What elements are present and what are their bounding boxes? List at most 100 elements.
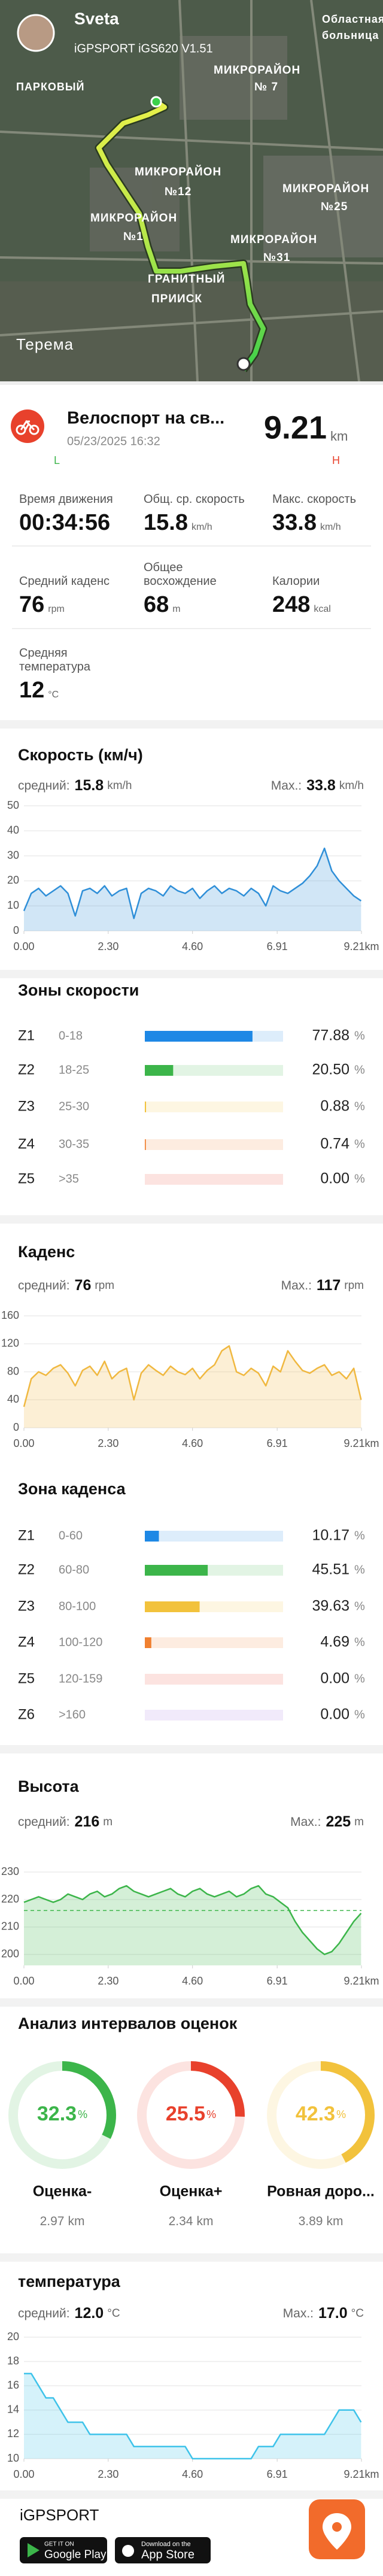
stat: Общее восхождение 68 m — [144, 555, 254, 618]
activity-distance: 9.21 — [264, 409, 327, 445]
max-unit: m — [354, 1816, 364, 1828]
badge-small: GET IT ON — [44, 2541, 74, 2548]
stat: Средний каденс 76 rpm — [19, 555, 130, 618]
section-gap — [0, 720, 383, 729]
section-title: температура — [18, 2272, 121, 2290]
google-play-badge[interactable] — [20, 2537, 107, 2563]
zone-range: >160 — [59, 1708, 86, 1721]
donut-value: 32.3 — [37, 2102, 77, 2125]
map-label: №31 — [263, 251, 290, 264]
map-label: ПАРКОВЫЙ — [16, 80, 85, 93]
average-unit: rpm — [95, 1279, 114, 1292]
average-label: средний: — [18, 1279, 70, 1292]
zone-name: Z5 — [18, 1670, 35, 1686]
zone-track — [145, 1710, 283, 1721]
section-gap — [0, 970, 383, 978]
activity-date: 05/23/2025 16:32 — [67, 435, 160, 448]
distance-value: 2.34 — [169, 2214, 193, 2228]
stat: Макс. скорость 33.8 km/h — [272, 473, 383, 536]
zone-unit: % — [354, 1672, 365, 1685]
x-tick-label: 4.60 — [182, 940, 203, 952]
stat-unit: km/h — [191, 522, 212, 532]
zone-track — [145, 1174, 283, 1185]
zone-name: Z3 — [18, 1598, 35, 1614]
section-title: Скорость (км/ч) — [18, 746, 143, 764]
average-row: средний: 76 rpm — [18, 1277, 114, 1294]
x-tick-label: 4.60 — [182, 2468, 203, 2480]
zone-name: Z5 — [18, 1170, 35, 1187]
zone-bar — [145, 1139, 146, 1150]
section-gap — [0, 1745, 383, 1753]
zone-name: Z4 — [18, 1634, 35, 1650]
zone-value: 0.00 — [320, 1170, 349, 1187]
avatar[interactable] — [17, 14, 55, 52]
zone-track — [145, 1102, 283, 1112]
average-row: средний: 15.8 km/h — [18, 777, 132, 794]
average-unit: m — [103, 1816, 113, 1828]
distance-unit: km — [68, 2214, 84, 2228]
app-store-badge[interactable] — [115, 2537, 211, 2563]
map-label: №1 — [123, 230, 144, 243]
zone-range: 120-159 — [59, 1672, 102, 1685]
max-row: Max.: 117 rpm — [281, 1277, 364, 1294]
zone-track — [145, 1531, 283, 1542]
zone-bar — [145, 1102, 147, 1112]
x-tick-label: 0.00 — [13, 1975, 34, 1987]
play-icon — [28, 2543, 39, 2557]
map-label: МИКРОРАЙОН — [90, 211, 177, 224]
donut-label: 42.3% — [296, 2102, 346, 2125]
zone-bar — [145, 1531, 159, 1542]
map-label: МИКРОРАЙОН — [135, 165, 221, 178]
zone-value: 10.17 — [312, 1527, 349, 1544]
map-label: №25 — [321, 201, 348, 213]
brand: iGPSPORT — [20, 2506, 99, 2524]
x-tick-label: 0.00 — [13, 2468, 34, 2480]
zone-value: 77.88 — [312, 1027, 349, 1044]
zone-unit: % — [354, 1529, 365, 1542]
x-tick-label: 9.21km — [344, 1437, 379, 1449]
zone-name: Z1 — [18, 1027, 35, 1043]
zone-track — [145, 1637, 283, 1648]
y-tick-label: 12 — [7, 2428, 19, 2440]
user-name: Sveta — [74, 9, 119, 28]
y-tick-label: 10 — [7, 899, 19, 911]
stat: Калории 248 kcal — [272, 555, 383, 618]
bike-icon — [16, 420, 39, 435]
zone-unit: % — [354, 1063, 365, 1076]
x-tick-label: 4.60 — [182, 1437, 203, 1449]
y-tick-label: 210 — [1, 1920, 19, 1932]
map-label: ПРИИСК — [151, 293, 202, 305]
badge-big: App Store — [141, 2548, 194, 2561]
donut-value: 42.3 — [296, 2102, 335, 2125]
stat-label: Общее восхождение — [144, 561, 217, 588]
average-unit: °C — [107, 2307, 120, 2320]
low-label: L — [54, 454, 60, 466]
x-tick-label: 6.91 — [267, 1975, 288, 1987]
y-tick-label: 200 — [1, 1947, 19, 1959]
y-tick-label: 16 — [7, 2379, 19, 2391]
max-label: Max.: — [281, 1279, 312, 1292]
map-label: ГРАНИТНЫЙ — [148, 272, 225, 286]
route — [96, 99, 266, 372]
map-label: больница — [322, 29, 379, 41]
zone-name: Z3 — [18, 1098, 35, 1114]
stat-value: 00:34:56 — [19, 510, 111, 535]
zone-value: 0.00 — [320, 1670, 349, 1687]
zone-value: 20.50 — [312, 1061, 349, 1078]
interval-distance: 2.97 km — [40, 2214, 85, 2228]
zone-value: 0.74 — [320, 1136, 349, 1152]
zone-range: 0-60 — [59, 1529, 83, 1542]
zone-range: 80-100 — [59, 1600, 96, 1613]
x-tick-label: 2.30 — [98, 1975, 118, 1987]
stat-value-row: 76 rpm — [19, 592, 130, 618]
stat: Общ. ср. скорость 15.8 km/h — [144, 473, 254, 536]
zone-unit: % — [354, 1708, 365, 1721]
x-tick-label: 9.21km — [344, 940, 379, 952]
zone-unit: % — [354, 1029, 365, 1042]
average-label: средний: — [18, 779, 70, 793]
x-tick-label: 2.30 — [98, 1437, 118, 1449]
stat: Время движения 00:34:56 — [19, 473, 130, 536]
zone-range: 60-80 — [59, 1563, 89, 1576]
line — [23, 847, 362, 920]
